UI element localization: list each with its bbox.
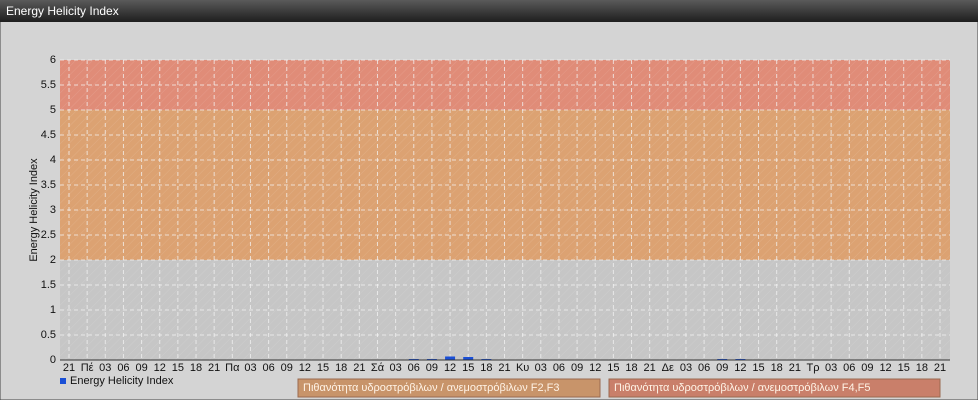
x-tick-label: 03 bbox=[390, 362, 402, 374]
y-tick-label: 5.5 bbox=[41, 79, 56, 91]
y-tick-label: 1 bbox=[50, 304, 56, 316]
band-legend-box bbox=[608, 378, 941, 398]
x-tick-label: 15 bbox=[462, 362, 474, 374]
x-tick-label: 21 bbox=[353, 362, 365, 374]
bar bbox=[463, 357, 474, 360]
y-tick-label: 5 bbox=[50, 104, 56, 116]
x-tick-label: 03 bbox=[535, 362, 547, 374]
x-tick-label: 12 bbox=[299, 362, 311, 374]
y-tick-label: 1.5 bbox=[41, 279, 56, 291]
legend-label: Energy Helicity Index bbox=[70, 375, 174, 387]
y-tick-label: 2.5 bbox=[41, 229, 56, 241]
x-tick-label: 06 bbox=[117, 362, 129, 374]
x-tick-label: 12 bbox=[154, 362, 166, 374]
x-tick-label: 09 bbox=[281, 362, 293, 374]
x-tick-label: 03 bbox=[99, 362, 111, 374]
x-tick-label: 21 bbox=[208, 362, 220, 374]
x-tick-label: 12 bbox=[444, 362, 456, 374]
x-tick-label: 06 bbox=[553, 362, 565, 374]
x-tick-label: 21 bbox=[644, 362, 656, 374]
x-tick-label: 21 bbox=[789, 362, 801, 374]
y-tick-label: 6 bbox=[50, 54, 56, 66]
y-tick-label: 0.5 bbox=[41, 329, 56, 341]
x-tick-label: 12 bbox=[734, 362, 746, 374]
x-tick-label: 06 bbox=[262, 362, 274, 374]
header-title: Energy Helicity Index bbox=[6, 4, 119, 18]
x-tick-label: 03 bbox=[825, 362, 837, 374]
x-tick-label: 09 bbox=[861, 362, 873, 374]
x-tick-label: 21 bbox=[934, 362, 946, 374]
x-tick-label: 15 bbox=[898, 362, 910, 374]
y-tick-label: 3.5 bbox=[41, 179, 56, 191]
x-tick-label: 15 bbox=[752, 362, 764, 374]
x-tick-label: 18 bbox=[916, 362, 928, 374]
header-bar bbox=[0, 0, 978, 22]
y-tick-label: 2 bbox=[50, 254, 56, 266]
x-tick-label: 21 bbox=[498, 362, 510, 374]
x-tick-label: 09 bbox=[426, 362, 438, 374]
bar bbox=[445, 356, 456, 360]
x-tick-label: 21 bbox=[63, 362, 75, 374]
x-tick-label: Τρ bbox=[806, 362, 819, 374]
y-axis-label: Energy Helicity Index bbox=[28, 158, 40, 262]
x-tick-label: 06 bbox=[408, 362, 420, 374]
x-tick-label: 18 bbox=[625, 362, 637, 374]
x-tick-label: 18 bbox=[335, 362, 347, 374]
x-tick-label: Πέ bbox=[81, 362, 94, 374]
x-tick-label: Σά bbox=[371, 362, 385, 374]
x-tick-label: 03 bbox=[244, 362, 256, 374]
x-tick-label: 12 bbox=[589, 362, 601, 374]
x-tick-label: 18 bbox=[771, 362, 783, 374]
x-tick-label: 09 bbox=[135, 362, 147, 374]
x-tick-label: 18 bbox=[480, 362, 492, 374]
band-legend-label: Πιθανότητα υδροστρόβιλων / ανεμοστρόβιλω… bbox=[303, 382, 560, 394]
x-tick-label: 06 bbox=[698, 362, 710, 374]
y-tick-label: 4 bbox=[50, 154, 56, 166]
x-tick-label: Κυ bbox=[516, 362, 529, 374]
x-tick-label: 12 bbox=[879, 362, 891, 374]
y-tick-label: 0 bbox=[50, 354, 56, 366]
x-tick-label: 03 bbox=[680, 362, 692, 374]
y-tick-label: 3 bbox=[50, 204, 56, 216]
x-tick-label: 09 bbox=[716, 362, 728, 374]
x-tick-label: Πα bbox=[225, 362, 240, 374]
x-tick-label: 18 bbox=[190, 362, 202, 374]
band-legend-box bbox=[297, 378, 601, 398]
x-tick-label: 06 bbox=[843, 362, 855, 374]
band-legend-label: Πιθανότητα υδροστρόβιλων / ανεμοστρόβιλω… bbox=[614, 382, 871, 394]
x-tick-label: 15 bbox=[607, 362, 619, 374]
x-tick-label: 09 bbox=[571, 362, 583, 374]
x-tick-label: 15 bbox=[317, 362, 329, 374]
y-tick-label: 4.5 bbox=[41, 129, 56, 141]
x-tick-label: Δε bbox=[662, 362, 674, 374]
legend-swatch bbox=[60, 378, 66, 384]
x-tick-label: 15 bbox=[172, 362, 184, 374]
